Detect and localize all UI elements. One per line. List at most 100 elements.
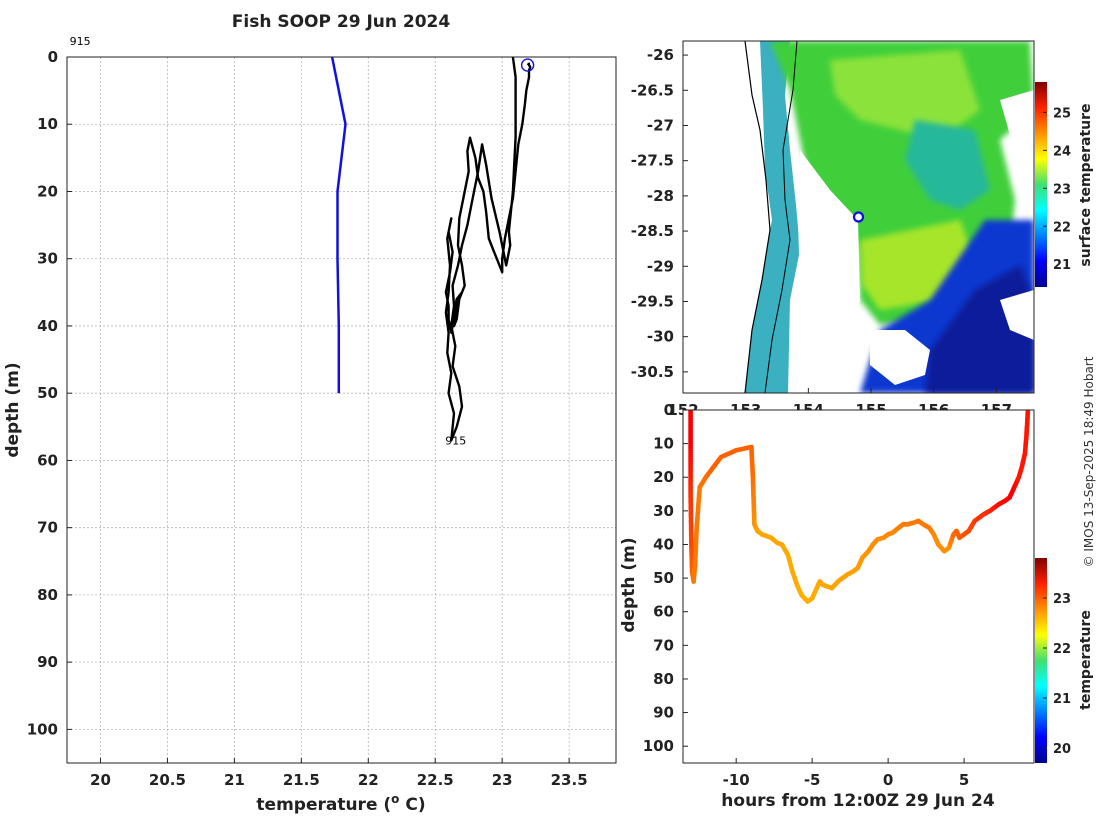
profile-x-tick-label: 20.5 [149, 771, 186, 789]
map-lat-tick-label: -28 [647, 187, 674, 205]
depth-time-plot-area [683, 410, 1034, 763]
map-lat-tick-label: -27 [647, 116, 674, 134]
profile-x-tick-label: 23.5 [551, 771, 588, 789]
profile-x-tick-label: 22.5 [417, 771, 454, 789]
climatology-line [330, 57, 347, 394]
depth-time-y-tick-label: 60 [653, 603, 674, 621]
temperature-colorbar-tick-label: 23 [1053, 592, 1071, 607]
map-lat-tick-label: -29.5 [631, 292, 674, 310]
profile-y-tick-label: 90 [37, 653, 58, 671]
profile-plot-area [67, 57, 616, 763]
profile-panel: 20 20.5 21 21.5 22 22.5 23 23.5 0 10 20 30 40 50 60 70… [3, 35, 617, 815]
figure-title: Fish SOOP 29 Jun 2024 [232, 12, 451, 32]
depth-time-y-axis-label: depth (m) [619, 537, 639, 632]
profile-y-tick-label: 60 [37, 451, 58, 469]
depth-time-panel: -10 -5 0 5 0 10 20 30 40 50 60 70 80 90 100 hours fro… [619, 401, 1094, 811]
glider-profile-line [444, 57, 532, 442]
sst-colorbar-label: surface temperature [1078, 103, 1094, 266]
profile-y-ticks: 0 10 20 30 40 50 60 70 80 90 100 [27, 48, 72, 738]
imos-credit: © IMOS 13-Sep-2025 18:49 Hobart [1082, 356, 1096, 567]
sst-cold-eddy-core [925, 265, 1034, 393]
depth-time-y-tick-label: 90 [653, 704, 674, 722]
depth-time-y-tick-label: 80 [653, 670, 674, 688]
profile-x-tick-label: 21 [224, 771, 245, 789]
profile-y-tick-label: 0 [48, 48, 58, 66]
profile-x-tick-label: 20 [90, 771, 111, 789]
map-lat-tick-label: -26 [647, 46, 674, 64]
map-frame [682, 40, 1035, 394]
depth-time-x-tick-label: 0 [883, 771, 893, 789]
profile-y-tick-label: 80 [37, 586, 58, 604]
profile-x-ticks: 20 20.5 21 21.5 22 22.5 23 23.5 [90, 758, 588, 789]
map-lat-tick-label: -30.5 [631, 363, 674, 381]
sst-light-green-patch [830, 50, 980, 140]
coastline [744, 41, 771, 393]
sst-cloud-gap-2 [870, 330, 930, 385]
depth-time-y-tick-label: 100 [643, 737, 674, 755]
sst-colorbar-tick-label: 21 [1053, 258, 1071, 273]
profile-x-tick-label: 21.5 [283, 771, 320, 789]
profile-y-tick-label: 100 [27, 720, 58, 738]
depth-time-x-tick-label: -5 [804, 771, 821, 789]
map-lat-ticks: -26 -26.5 -27 -27.5 -28 -28.5 -29 -29.5 -30 -30.5 [631, 46, 688, 381]
track-point [1025, 410, 1031, 415]
profile-y-tick-label: 70 [37, 519, 58, 537]
map-lat-tick-label: -28.5 [631, 222, 674, 240]
xlabel-sup: o [391, 792, 399, 806]
sst-cloud-gap-4 [1000, 90, 1034, 140]
sst-colorbar [1035, 82, 1047, 287]
sst-colorbar-tick-label: 23 [1053, 182, 1071, 197]
land-mass [683, 41, 770, 393]
map-lat-tick-label: -27.5 [631, 152, 674, 170]
sst-map-panel: 152153154155156157 -26-26.5-27-27.5-28-2… [631, 40, 1094, 419]
xlabel-pre: temperature ( [256, 795, 391, 815]
profile-frame [66, 56, 617, 764]
profile-start-marker [520, 58, 535, 72]
xlabel-post: C) [399, 795, 425, 815]
profile-x-axis-label: temperature (o C) [256, 792, 425, 815]
profile-id-label: 915 [70, 35, 91, 48]
depth-time-y-tick-label: 70 [653, 636, 674, 654]
depth-time-y-tick-label: 10 [653, 435, 674, 453]
depth-time-frame [682, 409, 1035, 764]
depth-time-y-tick-label: 20 [653, 468, 674, 486]
temperature-colorbar [1035, 558, 1047, 763]
depth-time-y-tick-label: 0 [664, 401, 674, 419]
profile-x-tick-label: 22 [358, 771, 379, 789]
depth-time-y-tick-label: 30 [653, 502, 674, 520]
temperature-colorbar-tick-label: 20 [1053, 742, 1071, 757]
profile-y-axis-label: depth (m) [3, 362, 23, 457]
profile-y-tick-label: 50 [37, 384, 58, 402]
depth-time-x-tick-label: 5 [959, 771, 969, 789]
temperature-colorbar-tick-label: 21 [1053, 692, 1071, 707]
depth-time-x-ticks: -10 -5 0 5 [723, 758, 969, 789]
profile-x-tick-label: 23 [492, 771, 513, 789]
profile-y-tick-label: 30 [37, 250, 58, 268]
sst-teal-patch [905, 120, 990, 210]
profile-y-tick-label: 20 [37, 182, 58, 200]
profile-end-label: 915 [445, 434, 466, 447]
sst-colorbar-ticks: 21 22 23 24 25 [1043, 106, 1071, 273]
sst-cloud-gap-3 [1000, 290, 1034, 340]
profile-y-tick-label: 10 [37, 115, 58, 133]
sst-colorbar-tick-label: 24 [1053, 144, 1071, 159]
temperature-colorbar-tick-label: 22 [1053, 642, 1071, 657]
profile-y-tick-label: 40 [37, 317, 58, 335]
map-lat-tick-label: -29 [647, 257, 674, 275]
sst-field [683, 41, 1034, 393]
sst-cloud-gap-1 [798, 150, 860, 330]
depth-time-x-tick-label: -10 [723, 771, 750, 789]
depth-time-y-ticks: 0 10 20 30 40 50 60 70 80 90 100 [643, 401, 688, 755]
map-lat-tick-label: -30 [647, 328, 674, 346]
depth-time-x-axis-label: hours from 12:00Z 29 Jun 24 [721, 791, 995, 811]
depth-time-track [688, 410, 1031, 604]
depth-time-y-tick-label: 50 [653, 569, 674, 587]
sst-colorbar-tick-label: 25 [1053, 106, 1071, 121]
shelf-contour [764, 41, 798, 393]
depth-time-y-tick-label: 40 [653, 535, 674, 553]
temperature-colorbar-ticks: 20 21 22 23 [1043, 592, 1071, 757]
sst-colorbar-tick-label: 22 [1053, 220, 1071, 235]
vessel-position-marker [852, 211, 865, 223]
temperature-colorbar-label: temperature [1078, 610, 1094, 710]
